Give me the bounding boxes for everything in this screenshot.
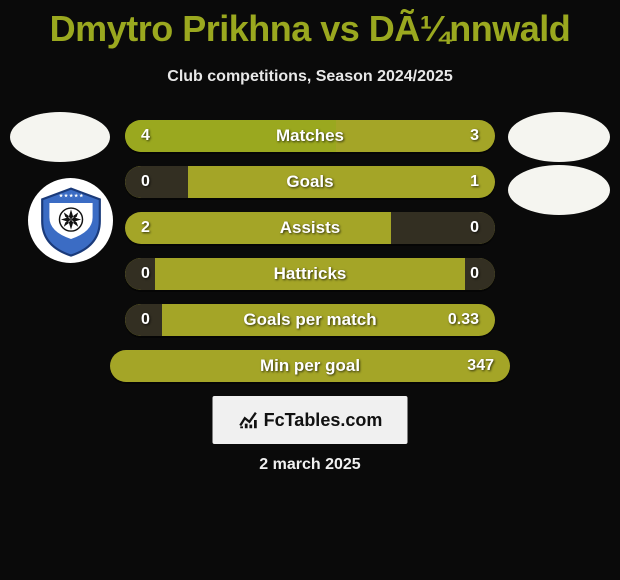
stat-label: Matches (125, 120, 495, 152)
brand-badge[interactable]: FcTables.com (213, 396, 408, 444)
brand-text: FcTables.com (264, 410, 383, 431)
date-text: 2 march 2025 (0, 456, 620, 474)
stat-value-right: 0.33 (448, 304, 479, 336)
stat-value-right: 347 (467, 350, 494, 382)
stat-label: Min per goal (110, 350, 510, 382)
chart-icon (238, 409, 260, 431)
stats-bars: 4 Matches 3 0 Goals 1 2 Assists 0 0 Hatt… (110, 120, 510, 396)
player-right-club-avatar (508, 165, 610, 215)
stat-value-right: 1 (470, 166, 479, 198)
shield-icon: ★ ★ ★ ★ ★ (35, 185, 107, 257)
player-left-avatar (10, 112, 110, 162)
stat-row-mpg: Min per goal 347 (110, 350, 510, 382)
stat-label: Hattricks (125, 258, 495, 290)
stat-row-matches: 4 Matches 3 (125, 120, 495, 152)
stat-label: Assists (125, 212, 495, 244)
stat-value-right: 0 (470, 258, 479, 290)
svg-text:★ ★ ★ ★ ★: ★ ★ ★ ★ ★ (57, 193, 82, 198)
stat-row-goals: 0 Goals 1 (125, 166, 495, 198)
stat-label: Goals per match (125, 304, 495, 336)
stat-row-gpm: 0 Goals per match 0.33 (125, 304, 495, 336)
player-left-club-badge: ★ ★ ★ ★ ★ (28, 178, 113, 263)
stat-value-right: 3 (470, 120, 479, 152)
player-right-avatar (508, 112, 610, 162)
page-title: Dmytro Prikhna vs DÃ¼nnwald (0, 0, 620, 50)
stat-label: Goals (125, 166, 495, 198)
page-subtitle: Club competitions, Season 2024/2025 (0, 68, 620, 86)
stat-row-hattricks: 0 Hattricks 0 (125, 258, 495, 290)
stat-row-assists: 2 Assists 0 (125, 212, 495, 244)
stat-value-right: 0 (470, 212, 479, 244)
